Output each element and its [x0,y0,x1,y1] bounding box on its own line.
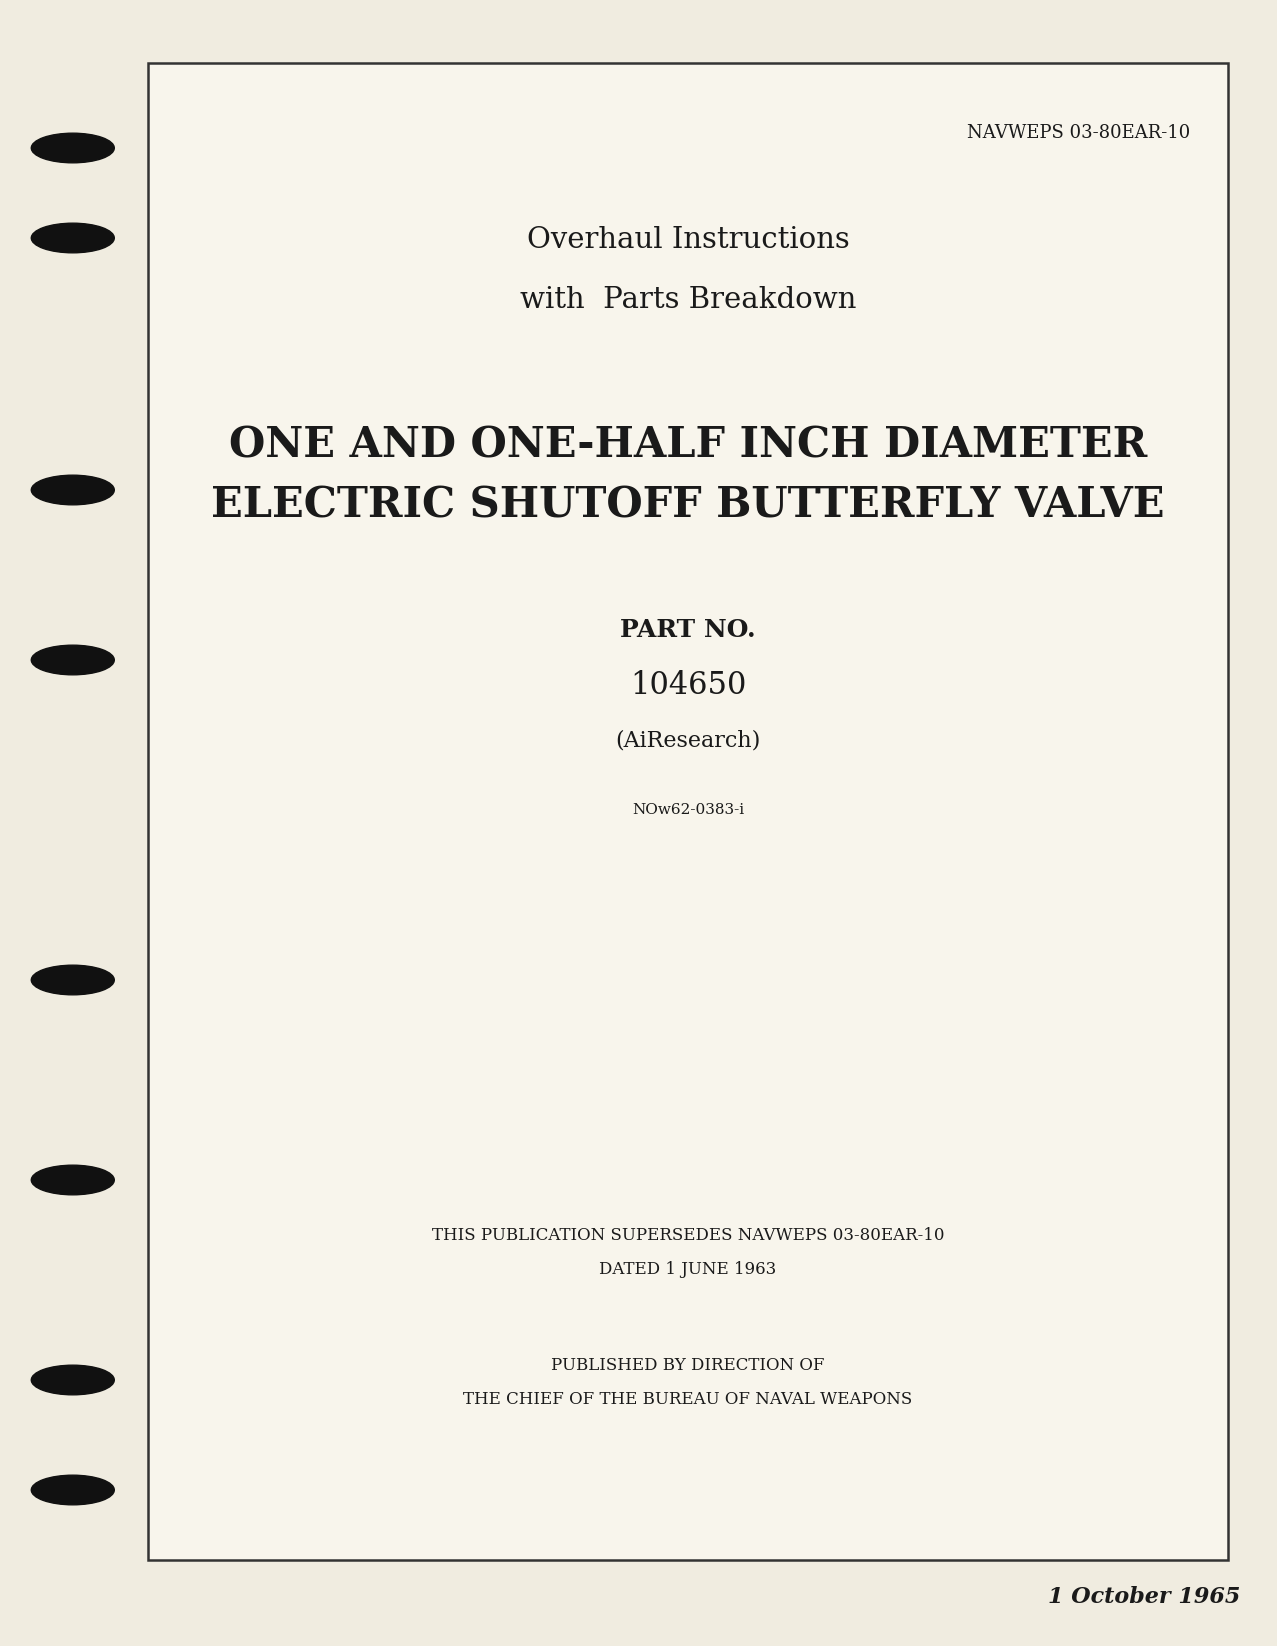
Text: 1 October 1965: 1 October 1965 [1047,1587,1240,1608]
Ellipse shape [32,133,115,163]
Text: with  Parts Breakdown: with Parts Breakdown [520,286,856,314]
Text: NAVWEPS 03-80EAR-10: NAVWEPS 03-80EAR-10 [967,123,1190,142]
Text: DATED 1 JUNE 1963: DATED 1 JUNE 1963 [599,1261,776,1279]
Text: Overhaul Instructions: Overhaul Instructions [526,226,849,253]
Text: THE CHIEF OF THE BUREAU OF NAVAL WEAPONS: THE CHIEF OF THE BUREAU OF NAVAL WEAPONS [464,1391,913,1409]
Text: PART NO.: PART NO. [621,617,756,642]
Ellipse shape [32,1165,115,1195]
Text: 104650: 104650 [630,670,746,701]
Ellipse shape [32,1365,115,1394]
Bar [148,63,1228,1560]
Text: ELECTRIC SHUTOFF BUTTERFLY VALVE: ELECTRIC SHUTOFF BUTTERFLY VALVE [211,484,1165,527]
Text: ONE AND ONE-HALF INCH DIAMETER: ONE AND ONE-HALF INCH DIAMETER [229,425,1147,466]
Text: NOw62-0383-i: NOw62-0383-i [632,803,744,816]
Ellipse shape [32,645,115,675]
Ellipse shape [32,1475,115,1504]
Ellipse shape [32,476,115,505]
Ellipse shape [32,965,115,994]
Text: PUBLISHED BY DIRECTION OF: PUBLISHED BY DIRECTION OF [552,1356,825,1373]
Text: THIS PUBLICATION SUPERSEDES NAVWEPS 03-80EAR-10: THIS PUBLICATION SUPERSEDES NAVWEPS 03-8… [432,1226,944,1243]
Ellipse shape [32,224,115,253]
Text: (AiResearch): (AiResearch) [616,729,761,751]
